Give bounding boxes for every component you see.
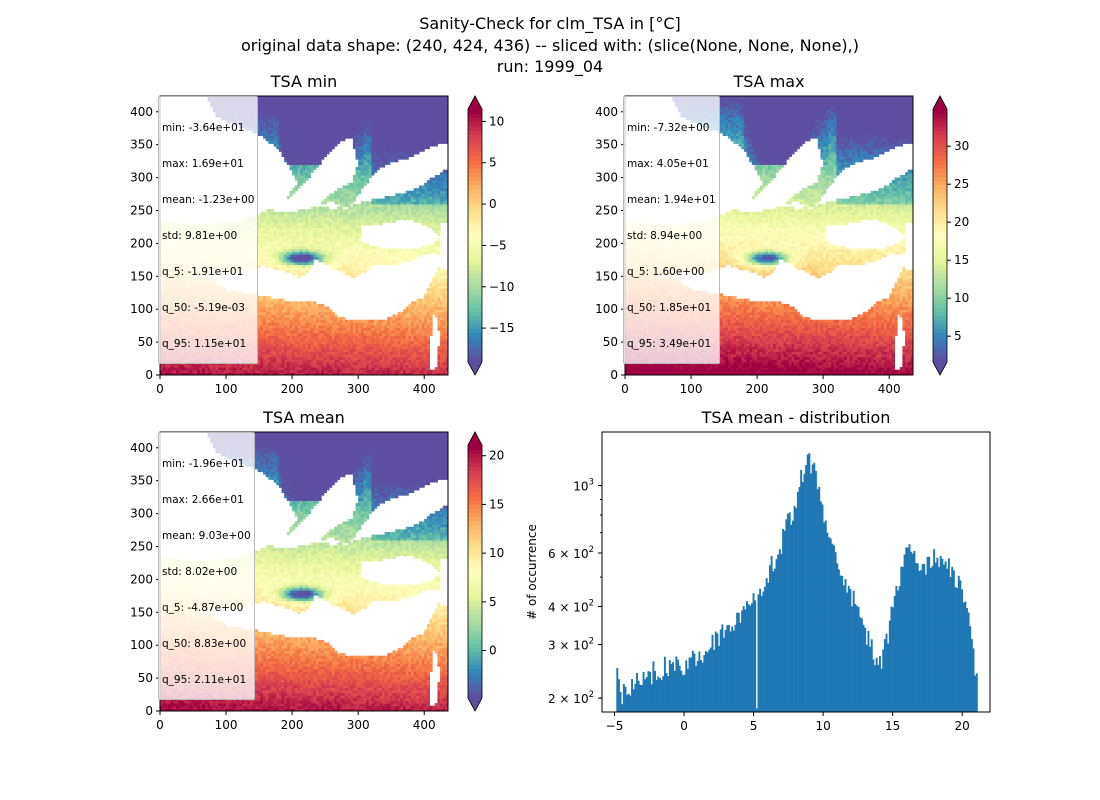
map-cell <box>326 307 329 310</box>
map-cell <box>342 317 345 320</box>
